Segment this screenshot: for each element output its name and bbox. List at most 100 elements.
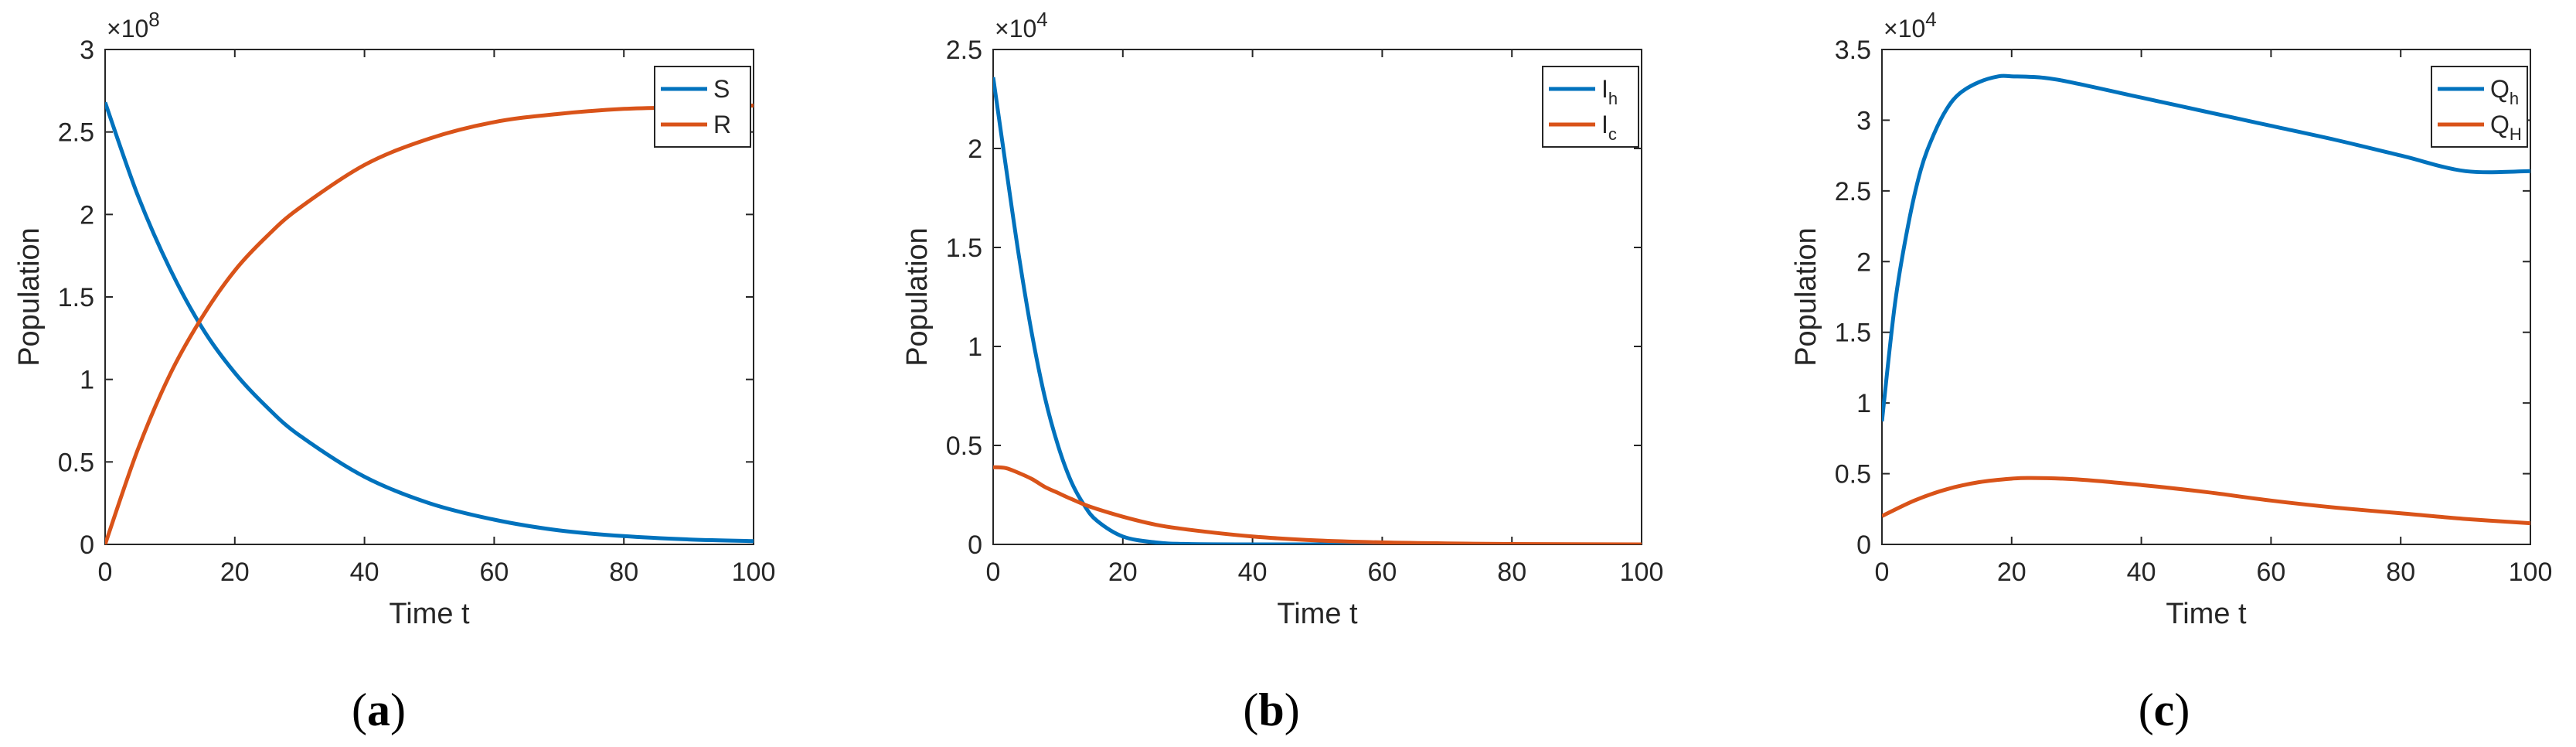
x-axis-label: Time t: [389, 598, 470, 630]
legend-entry-name: Q: [2490, 111, 2510, 138]
x-tick-label: 80: [609, 558, 638, 587]
legend-entry-subscript: H: [2510, 124, 2522, 144]
x-axis-label: Time t: [1277, 598, 1358, 630]
series-line-R: [105, 104, 754, 544]
legend-box: [1542, 66, 1639, 148]
legend-entry-subscript: c: [1608, 124, 1617, 144]
y-axis-label: Population: [1790, 227, 1822, 367]
y-tick-label: 0.5: [1835, 460, 1871, 489]
x-tick-label: 100: [1620, 558, 1664, 587]
y-tick-label: 0.5: [58, 448, 94, 477]
legend-entry-name: I: [1601, 111, 1608, 138]
legend-entry: R: [713, 111, 731, 138]
plot-area: [992, 49, 1642, 545]
caption-open-paren: (: [352, 684, 367, 735]
x-tick-label: 100: [732, 558, 776, 587]
x-tick-label: 60: [2256, 558, 2285, 587]
exponent-power: 8: [148, 8, 159, 31]
y-tick-label: 1: [80, 366, 94, 395]
legend-entry-name: R: [713, 111, 731, 138]
y-tick-label: 2: [968, 135, 982, 164]
y-axis-exponent: ×108: [107, 8, 160, 43]
y-tick-label: 1: [968, 333, 982, 362]
x-tick-label: 40: [350, 558, 379, 587]
y-tick-label: 0: [968, 530, 982, 560]
x-tick-label: 20: [1997, 558, 2026, 587]
y-tick-label: 0: [80, 530, 94, 560]
y-tick-label: 2.5: [1835, 177, 1871, 206]
panel-caption: (a): [352, 684, 406, 735]
caption-close-paren: ): [1285, 684, 1300, 735]
y-axis-exponent: ×104: [1884, 8, 1937, 43]
x-tick-label: 80: [1497, 558, 1526, 587]
x-tick-label: 0: [98, 558, 113, 587]
caption-open-paren: (: [1243, 684, 1258, 735]
caption-open-paren: (: [2139, 684, 2154, 735]
panel-caption: (b): [1243, 684, 1299, 735]
x-tick-label: 20: [220, 558, 250, 587]
y-axis-label: Population: [13, 227, 46, 367]
legend-entry: Qh: [2490, 75, 2519, 108]
panel-caption: (c): [2139, 684, 2190, 735]
x-tick-label: 80: [2386, 558, 2415, 587]
x-tick-label: 60: [479, 558, 509, 587]
legend-entry: S: [713, 75, 730, 103]
x-tick-label: 40: [1238, 558, 1268, 587]
chart-panel-c: 0 20 40 60 80 100 0 0.5 1 1.5 2 2.5 3 3.5 ×104 Time t Po…: [1790, 8, 2552, 735]
y-tick-label: 1.5: [946, 234, 982, 263]
exponent-base: ×10: [107, 15, 148, 43]
series-line-Ic: [993, 465, 1642, 544]
chart-panel-a: 0 20 40 60 80 100 0 0.5 1 1.5 2 2.5 3 ×108 Time t Popul…: [13, 8, 775, 735]
exponent-base: ×10: [1884, 15, 1925, 43]
legend-entry-name: S: [713, 75, 730, 103]
y-tick-label: 0: [1856, 530, 1871, 560]
exponent-base: ×10: [995, 15, 1036, 43]
x-tick-label: 60: [1367, 558, 1397, 587]
exponent-power: 4: [1036, 8, 1047, 31]
legend: SR: [654, 66, 751, 148]
caption-letter: a: [367, 684, 390, 735]
legend-box: [654, 66, 751, 148]
x-tick-label: 0: [1875, 558, 1890, 587]
caption-letter: c: [2154, 684, 2175, 735]
y-axis-exponent: ×104: [995, 8, 1048, 43]
y-tick-label: 3.5: [1835, 36, 1871, 65]
legend-entry: QH: [2490, 111, 2522, 144]
exponent-power: 4: [1925, 8, 1936, 31]
series-line-QH: [1882, 476, 2530, 526]
legend-entry-name: I: [1601, 75, 1608, 103]
y-tick-label: 0.5: [946, 431, 982, 461]
chart-panel-b: 0 20 40 60 80 100 0 0.5 1 1.5 2 2.5 ×104 Time t Popula…: [901, 8, 1663, 735]
y-tick-label: 2: [1856, 247, 1871, 277]
y-axis-label: Population: [901, 227, 934, 367]
y-tick-label: 1: [1856, 389, 1871, 418]
x-axis-label: Time t: [2166, 598, 2247, 630]
series-line-Ih: [993, 77, 1642, 544]
y-tick-label: 2: [80, 200, 94, 230]
x-tick-label: 20: [1108, 558, 1138, 587]
legend-entry-name: Q: [2490, 75, 2510, 103]
legend-entry: Ih: [1601, 75, 1618, 108]
y-tick-label: 3: [1856, 106, 1871, 135]
caption-close-paren: ): [2174, 684, 2190, 735]
y-tick-label: 1.5: [1835, 319, 1871, 348]
y-tick-label: 2.5: [58, 118, 94, 148]
y-tick-label: 1.5: [58, 283, 94, 312]
x-tick-label: 0: [986, 558, 1001, 587]
legend-entry-subscript: h: [1608, 89, 1618, 108]
legend-entry: Ic: [1601, 111, 1617, 144]
series-line-Qh: [1882, 73, 2530, 422]
legend-entry-subscript: h: [2510, 89, 2519, 108]
x-tick-label: 40: [2127, 558, 2156, 587]
series-line-S: [105, 101, 754, 544]
y-tick-label: 3: [80, 36, 94, 65]
x-tick-label: 100: [2509, 558, 2553, 587]
caption-close-paren: ): [390, 684, 406, 735]
plot-area: [1881, 49, 2531, 545]
caption-letter: b: [1258, 684, 1284, 735]
y-tick-label: 2.5: [946, 36, 982, 65]
legend-box: [2431, 66, 2528, 148]
